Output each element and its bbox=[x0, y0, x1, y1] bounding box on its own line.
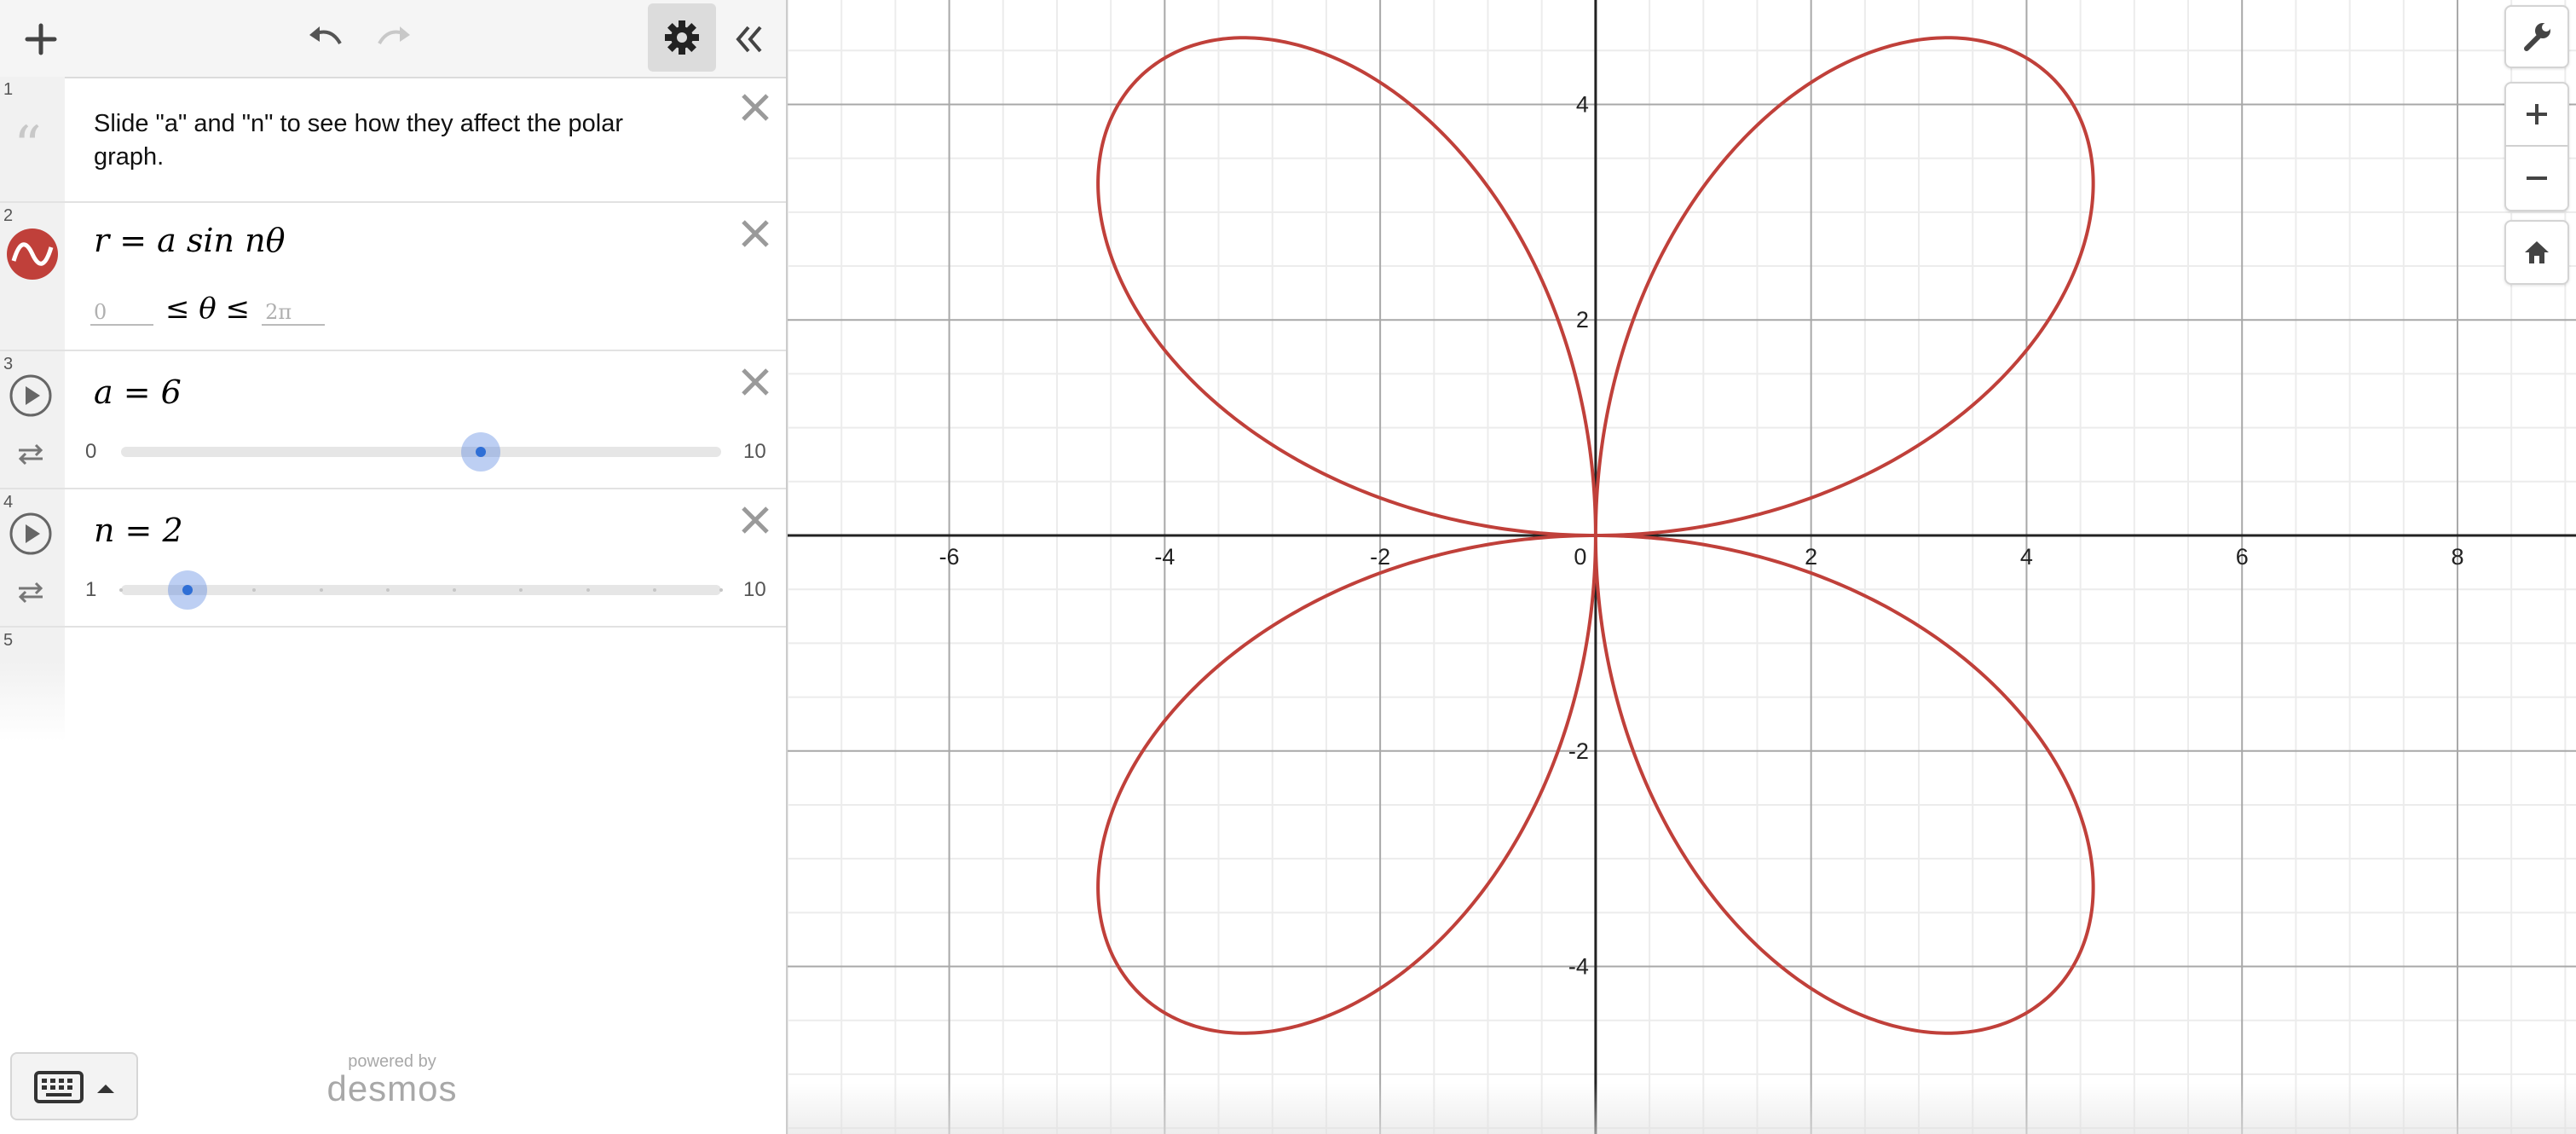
undo-icon bbox=[309, 26, 342, 45]
zoom-in-button[interactable] bbox=[2504, 82, 2569, 147]
graph-bottom-shade bbox=[788, 1083, 2576, 1134]
slider-label[interactable]: a = 6 bbox=[94, 373, 182, 411]
slider-max[interactable]: 10 bbox=[743, 440, 766, 463]
slider-track[interactable] bbox=[121, 432, 721, 472]
expression-index: 2 bbox=[3, 206, 14, 225]
domain-max-input[interactable]: 2π bbox=[262, 300, 326, 326]
domain-variable-label: ≤ θ ≤ bbox=[165, 292, 251, 326]
note-text[interactable]: Slide "a" and "n" to see how they affect… bbox=[94, 110, 624, 171]
x-tick-label: 0 bbox=[1574, 544, 1586, 570]
x-tick-label: 6 bbox=[2236, 544, 2249, 570]
quote-icon: “ bbox=[14, 115, 42, 178]
slider-step-tick bbox=[519, 588, 523, 592]
expression-index: 4 bbox=[3, 493, 14, 512]
expression-gutter bbox=[0, 77, 65, 742]
powered-by-text: powered by bbox=[348, 1052, 436, 1071]
graph-paper[interactable]: -6 -4 -2 0 2 4 6 8 4 2 -2 -4 bbox=[788, 0, 2576, 1134]
slider-step-tick bbox=[586, 588, 590, 592]
wrench-icon bbox=[2524, 23, 2550, 51]
double-chevron-left-icon bbox=[736, 26, 762, 53]
domain-min-input[interactable]: 0 bbox=[90, 300, 153, 326]
loop-icon[interactable] bbox=[15, 440, 46, 467]
y-tick-label: -4 bbox=[1568, 954, 1589, 980]
powered-by-desmos[interactable]: powered by desmos bbox=[324, 1052, 460, 1108]
close-icon bbox=[742, 368, 769, 396]
y-tick-label: 4 bbox=[1576, 91, 1589, 117]
slider-step-tick bbox=[719, 588, 723, 592]
x-tick-label: -6 bbox=[939, 544, 960, 570]
redo-button[interactable] bbox=[367, 12, 421, 67]
domain-restriction: 0 ≤ θ ≤ 2π bbox=[90, 288, 326, 326]
play-icon[interactable] bbox=[9, 512, 53, 556]
default-viewport-button[interactable] bbox=[2504, 220, 2569, 285]
home-icon bbox=[2525, 241, 2549, 263]
undo-button[interactable] bbox=[298, 12, 353, 67]
x-tick-label: 2 bbox=[1805, 544, 1817, 570]
keyboard-toggle-button[interactable] bbox=[10, 1052, 138, 1120]
desmos-logo: desmos bbox=[326, 1068, 458, 1108]
y-tick-label: -2 bbox=[1568, 738, 1589, 764]
delete-expression-button[interactable] bbox=[736, 215, 774, 252]
keyboard-icon bbox=[34, 1071, 114, 1103]
expression-item-slider-n[interactable]: 4 n = 2 1 10 bbox=[0, 489, 786, 628]
panel-footer: powered by desmos bbox=[0, 1023, 786, 1134]
collapse-panel-button[interactable] bbox=[721, 12, 776, 67]
graph-canvas[interactable]: -6 -4 -2 0 2 4 6 8 4 2 -2 -4 bbox=[788, 0, 2576, 1134]
slider-thumb[interactable] bbox=[168, 570, 208, 610]
close-icon bbox=[742, 220, 769, 247]
x-tick-label: 8 bbox=[2451, 544, 2463, 570]
slider-step-tick bbox=[652, 588, 656, 592]
slider-max[interactable]: 10 bbox=[743, 578, 766, 601]
expression-index: 3 bbox=[3, 355, 14, 373]
slider-step-tick bbox=[319, 588, 323, 592]
settings-button[interactable] bbox=[648, 3, 716, 72]
add-item-button[interactable] bbox=[14, 12, 68, 67]
slider-track[interactable] bbox=[119, 570, 723, 610]
gear-icon bbox=[665, 20, 699, 55]
graph-settings-button[interactable] bbox=[2504, 5, 2569, 68]
expression-item-slider-a[interactable]: 3 a = 6 0 10 bbox=[0, 351, 786, 489]
zoom-out-button[interactable] bbox=[2504, 147, 2569, 211]
y-tick-label: 2 bbox=[1576, 307, 1589, 333]
graph-color-icon[interactable] bbox=[7, 229, 58, 280]
expression-index: 1 bbox=[3, 80, 14, 99]
x-tick-label: -2 bbox=[1370, 544, 1390, 570]
zoom-in-icon bbox=[2527, 104, 2547, 124]
play-icon[interactable] bbox=[9, 373, 53, 418]
redo-icon bbox=[378, 26, 410, 45]
delete-expression-button[interactable] bbox=[736, 363, 774, 401]
delete-expression-button[interactable] bbox=[736, 501, 774, 539]
slider-min[interactable]: 0 bbox=[85, 440, 97, 463]
slider-min[interactable]: 1 bbox=[85, 578, 97, 601]
delete-expression-button[interactable] bbox=[736, 89, 774, 126]
plus-icon bbox=[25, 23, 57, 55]
loop-icon[interactable] bbox=[15, 578, 46, 605]
slider-thumb[interactable] bbox=[461, 432, 501, 472]
slider-step-tick bbox=[119, 588, 123, 592]
x-tick-label: -4 bbox=[1154, 544, 1175, 570]
expression-latex[interactable]: r = a sin nθ bbox=[94, 222, 286, 259]
slider-label[interactable]: n = 2 bbox=[94, 512, 183, 549]
expression-item-note[interactable]: 1 “ Slide "a" and "n" to see how they af… bbox=[0, 77, 786, 203]
slider-step-tick bbox=[453, 588, 457, 592]
x-tick-label: 4 bbox=[2020, 544, 2033, 570]
slider-step-tick bbox=[252, 588, 257, 592]
polar-curve bbox=[1096, 36, 2095, 1035]
expression-index: 5 bbox=[3, 631, 14, 650]
close-icon bbox=[742, 94, 769, 121]
expression-item-empty[interactable]: 5 bbox=[0, 628, 786, 674]
expression-panel: 1 “ Slide "a" and "n" to see how they af… bbox=[0, 0, 788, 1134]
expression-item-polar[interactable]: 2 r = a sin nθ 0 ≤ θ ≤ 2π bbox=[0, 203, 786, 351]
slider-step-tick bbox=[385, 588, 390, 592]
zoom-out-icon bbox=[2527, 176, 2547, 180]
close-icon bbox=[742, 506, 769, 534]
expression-toolbar bbox=[0, 0, 786, 78]
